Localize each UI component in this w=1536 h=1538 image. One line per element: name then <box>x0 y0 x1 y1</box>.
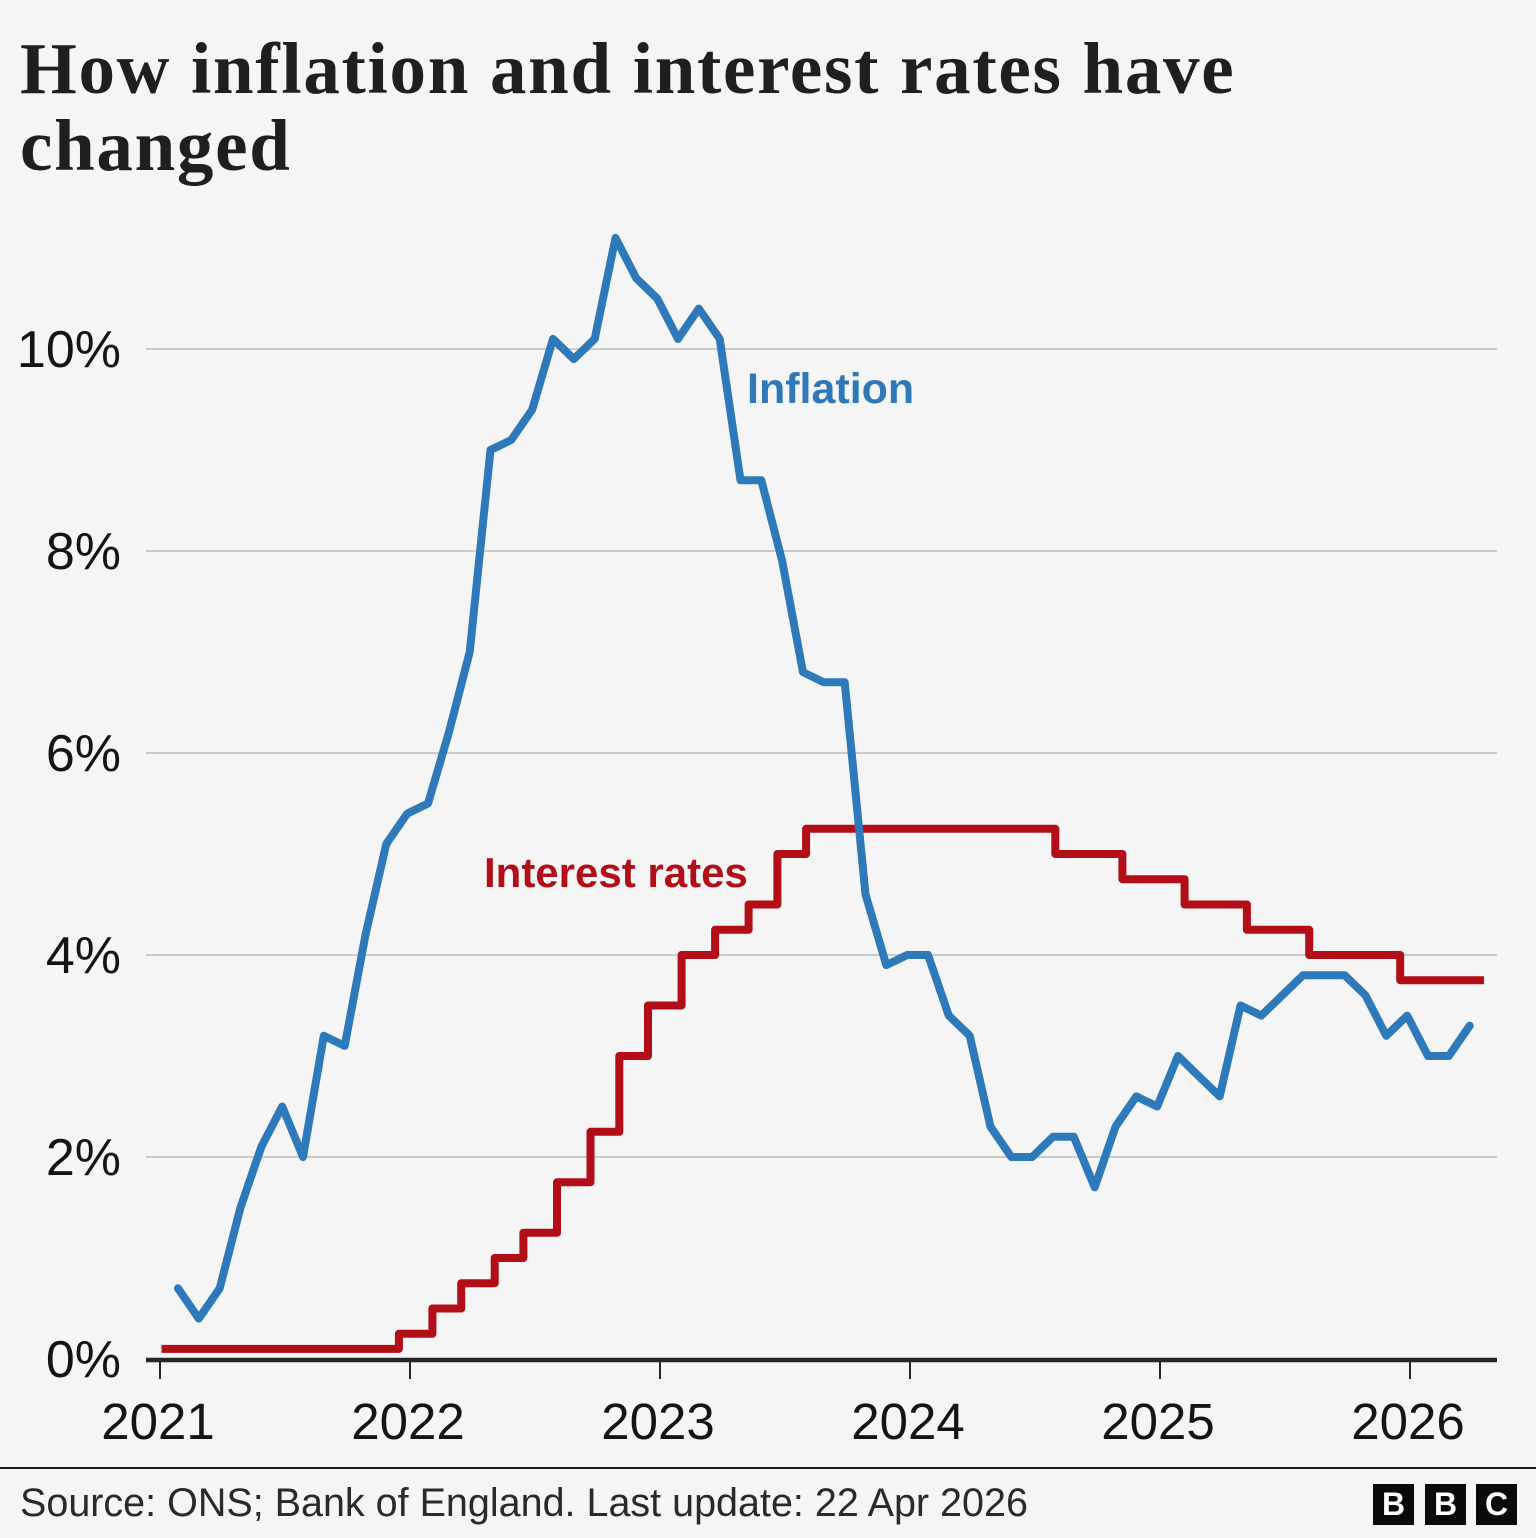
svg-text:2%: 2% <box>46 1129 121 1187</box>
svg-text:2025: 2025 <box>1101 1393 1214 1450</box>
svg-text:2026: 2026 <box>1351 1393 1464 1450</box>
svg-text:2024: 2024 <box>851 1393 964 1450</box>
svg-text:8%: 8% <box>46 523 121 581</box>
svg-text:0%: 0% <box>46 1331 121 1389</box>
svg-text:6%: 6% <box>46 725 121 783</box>
svg-text:2022: 2022 <box>351 1393 464 1450</box>
svg-text:10%: 10% <box>17 321 121 379</box>
svg-text:4%: 4% <box>46 927 121 985</box>
svg-text:2021: 2021 <box>101 1393 214 1450</box>
svg-text:2023: 2023 <box>601 1393 714 1450</box>
